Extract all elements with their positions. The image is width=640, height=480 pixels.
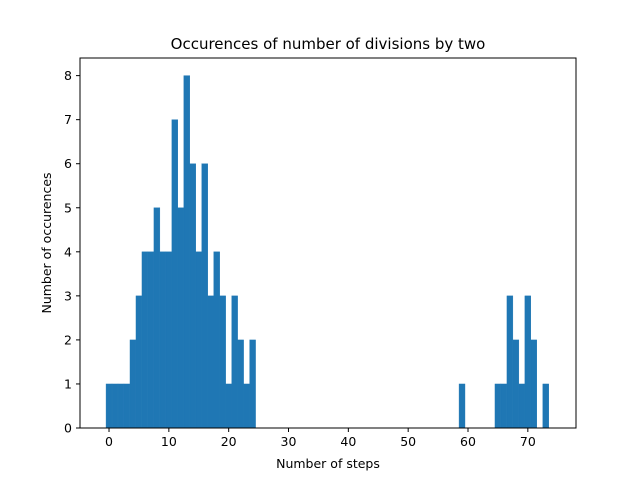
histogram-bar (141, 251, 149, 429)
histogram-bar (171, 119, 178, 429)
y-tick-label: 2 (64, 332, 72, 347)
x-tick-label: 50 (400, 434, 416, 449)
histogram-bar (201, 163, 208, 429)
x-axis-label: Number of steps (276, 456, 380, 471)
histogram-bar (189, 163, 196, 429)
y-tick-label: 3 (64, 288, 72, 303)
histogram-bar (129, 339, 137, 429)
histogram-bar (542, 383, 549, 429)
histogram-bar (237, 339, 244, 429)
histogram-bar (207, 295, 214, 429)
y-axis-ticks: 0 1 2 3 4 5 6 7 8 (64, 68, 80, 436)
histogram-bar (165, 251, 173, 429)
y-tick-label: 8 (64, 68, 72, 83)
y-tick-label: 4 (64, 244, 72, 259)
histogram-bar (153, 207, 161, 429)
y-tick-label: 0 (64, 421, 72, 436)
histogram-bar (530, 339, 537, 429)
y-tick-label: 6 (64, 156, 72, 171)
histogram-bar (219, 295, 226, 429)
histogram-bar (123, 383, 131, 429)
x-tick-label: 30 (281, 434, 297, 449)
x-tick-label: 20 (221, 434, 237, 449)
histogram-bar (243, 383, 250, 429)
histogram-bar (506, 295, 514, 429)
histogram-bar (135, 295, 143, 429)
x-tick-label: 70 (520, 434, 536, 449)
histogram-bar (117, 383, 125, 429)
y-tick-label: 5 (64, 200, 72, 215)
y-tick-label: 7 (64, 112, 72, 127)
histogram-bar (458, 383, 466, 429)
x-axis-ticks: 0 10 20 30 40 50 60 70 (105, 428, 536, 449)
histogram-bar (524, 295, 531, 429)
histogram-bar (231, 295, 238, 429)
x-tick-label: 0 (105, 434, 113, 449)
chart-title: Occurences of number of divisions by two (171, 35, 486, 53)
histogram-bar (195, 251, 202, 429)
y-axis-label: Number of occurences (39, 172, 54, 313)
histogram-bar (494, 383, 502, 429)
y-tick-label: 1 (64, 376, 72, 391)
histogram-bar (147, 251, 155, 429)
histogram-bar (213, 251, 220, 429)
x-tick-label: 40 (340, 434, 356, 449)
histogram-bar (111, 383, 119, 429)
plot-frame (79, 57, 577, 429)
histogram-bar (105, 383, 113, 429)
histogram-bar (500, 383, 508, 429)
histogram-bar (177, 207, 184, 429)
histogram-bar (159, 251, 167, 429)
histogram-bar (518, 383, 526, 429)
histogram-bar (512, 339, 520, 429)
x-tick-label: 10 (161, 434, 177, 449)
histogram-bar (249, 339, 256, 429)
histogram-bar (183, 75, 190, 429)
histogram-bar (225, 383, 232, 429)
x-tick-label: 60 (460, 434, 476, 449)
